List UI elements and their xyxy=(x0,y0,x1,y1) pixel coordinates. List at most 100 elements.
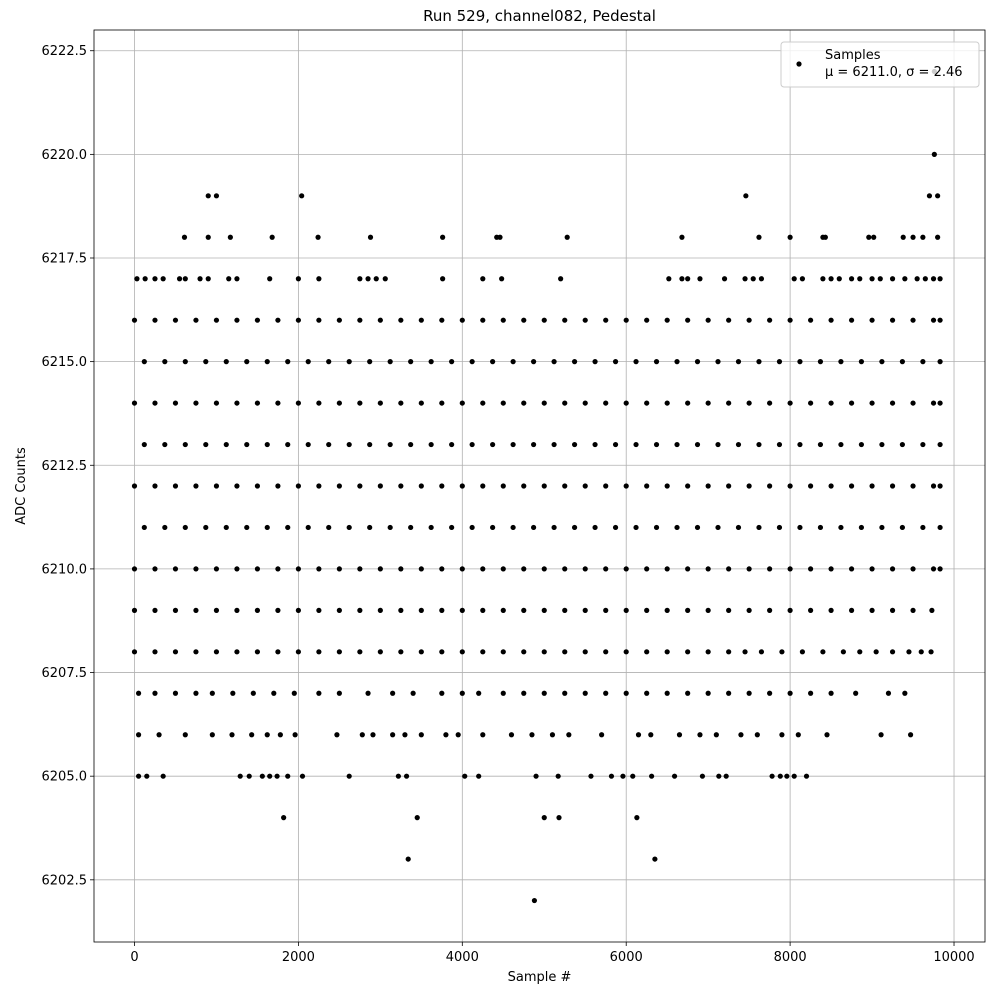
data-point xyxy=(234,483,240,489)
data-point xyxy=(530,359,537,365)
data-point xyxy=(285,773,291,779)
data-point xyxy=(365,690,371,696)
data-point xyxy=(373,276,379,282)
data-point xyxy=(213,483,220,489)
data-point xyxy=(226,276,232,282)
data-point xyxy=(562,400,568,406)
data-point xyxy=(395,773,401,779)
data-point xyxy=(490,524,496,531)
data-point xyxy=(808,483,814,489)
data-point xyxy=(808,566,814,572)
data-point xyxy=(244,441,250,448)
data-point xyxy=(152,649,158,655)
data-point xyxy=(172,607,179,613)
chart-title: Run 529, channel082, Pedestal xyxy=(423,7,656,25)
data-point xyxy=(135,732,142,738)
data-point xyxy=(899,524,905,531)
data-point xyxy=(723,773,729,779)
data-point xyxy=(644,400,650,406)
data-point xyxy=(797,359,803,365)
data-point xyxy=(648,732,654,738)
data-point xyxy=(439,690,445,696)
data-point xyxy=(346,359,352,365)
data-point xyxy=(603,566,609,572)
data-point xyxy=(582,690,588,696)
data-point xyxy=(131,566,138,572)
data-point xyxy=(246,773,252,779)
data-point xyxy=(556,815,562,821)
data-point xyxy=(889,649,896,655)
data-point xyxy=(838,359,844,365)
data-point xyxy=(564,234,570,240)
data-point xyxy=(664,566,670,572)
data-point xyxy=(275,483,281,489)
data-point xyxy=(644,317,650,323)
data-point xyxy=(920,524,926,531)
data-point xyxy=(316,690,322,696)
data-point xyxy=(787,317,793,323)
data-point xyxy=(787,566,793,572)
data-point xyxy=(203,359,209,365)
data-point xyxy=(603,483,609,489)
y-tick-label: 6205.0 xyxy=(42,770,88,785)
data-point xyxy=(664,607,670,613)
data-point xyxy=(134,276,140,282)
data-point xyxy=(254,607,261,613)
data-point xyxy=(299,773,306,779)
data-point xyxy=(377,566,383,572)
data-point xyxy=(275,649,281,655)
data-point xyxy=(920,441,926,448)
data-point xyxy=(777,773,783,779)
data-point xyxy=(264,524,270,531)
data-point xyxy=(439,483,445,489)
data-point xyxy=(490,441,496,448)
data-point xyxy=(582,400,588,406)
data-point xyxy=(633,359,639,365)
data-point xyxy=(480,317,486,323)
data-point xyxy=(480,400,486,406)
data-point xyxy=(857,276,863,282)
data-point xyxy=(418,317,424,323)
data-point xyxy=(623,483,629,489)
data-point xyxy=(418,400,424,406)
data-point xyxy=(387,359,393,365)
data-point xyxy=(439,317,445,323)
legend-label: Samples xyxy=(825,48,881,63)
data-point xyxy=(205,234,211,240)
data-point xyxy=(858,441,865,448)
data-point xyxy=(791,276,797,282)
data-point xyxy=(377,400,383,406)
data-point xyxy=(634,815,640,821)
data-point xyxy=(264,359,270,365)
data-point xyxy=(316,276,322,282)
data-point xyxy=(480,483,486,489)
data-point xyxy=(623,566,629,572)
data-point xyxy=(929,607,935,613)
data-point xyxy=(500,400,506,406)
data-point xyxy=(459,649,465,655)
data-point xyxy=(275,566,281,572)
data-point xyxy=(533,773,539,779)
data-point xyxy=(305,441,311,448)
data-point xyxy=(558,276,564,282)
data-point xyxy=(820,276,826,282)
data-point xyxy=(644,607,650,613)
data-point xyxy=(213,607,220,613)
data-point xyxy=(357,317,363,323)
data-point xyxy=(172,317,179,323)
data-point xyxy=(223,524,229,531)
data-point xyxy=(705,607,711,613)
data-point xyxy=(694,359,701,365)
data-point xyxy=(685,607,691,613)
data-point xyxy=(193,483,199,489)
data-point xyxy=(135,690,142,696)
data-point xyxy=(838,441,844,448)
data-point xyxy=(930,317,937,323)
data-point xyxy=(254,317,261,323)
data-point xyxy=(676,732,683,738)
data-point xyxy=(822,234,828,240)
data-point xyxy=(181,234,188,240)
data-point xyxy=(726,317,732,323)
data-point xyxy=(182,359,188,365)
data-point xyxy=(664,649,670,655)
